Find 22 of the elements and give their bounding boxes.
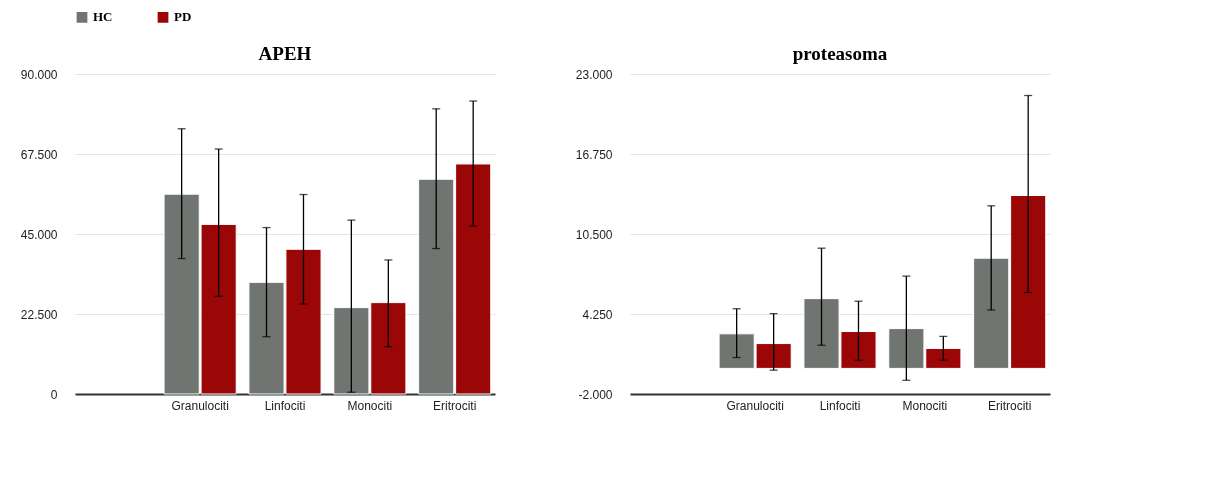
y-tick-label: 23.000 bbox=[575, 67, 613, 82]
y-tick-label: 45.000 bbox=[20, 227, 58, 242]
legend-label: PD bbox=[174, 9, 192, 25]
x-tick-label: Granulociti bbox=[171, 398, 229, 413]
chart-title: proteasoma bbox=[792, 43, 888, 64]
y-tick-label: 0 bbox=[50, 387, 58, 402]
y-tick-label: 90.000 bbox=[20, 67, 58, 82]
y-tick-label: -2.000 bbox=[578, 387, 613, 402]
y-tick-label: 67.500 bbox=[20, 147, 58, 162]
chart-title: APEH bbox=[258, 43, 312, 64]
x-tick-label: Eritrociti bbox=[433, 398, 477, 413]
x-tick-label: Monociti bbox=[902, 398, 948, 413]
x-tick-label: Monociti bbox=[347, 398, 393, 413]
y-tick-label: 22.500 bbox=[20, 307, 58, 322]
x-tick-label: Linfociti bbox=[819, 398, 861, 413]
legend-label: HC bbox=[93, 9, 113, 25]
x-tick-label: Granulociti bbox=[726, 398, 784, 413]
y-tick-label: 4.250 bbox=[582, 307, 613, 322]
x-tick-label: Eritrociti bbox=[988, 398, 1032, 413]
x-tick-label: Linfociti bbox=[264, 398, 306, 413]
y-tick-label: 16.750 bbox=[575, 147, 613, 162]
y-tick-label: 10.500 bbox=[575, 227, 613, 242]
